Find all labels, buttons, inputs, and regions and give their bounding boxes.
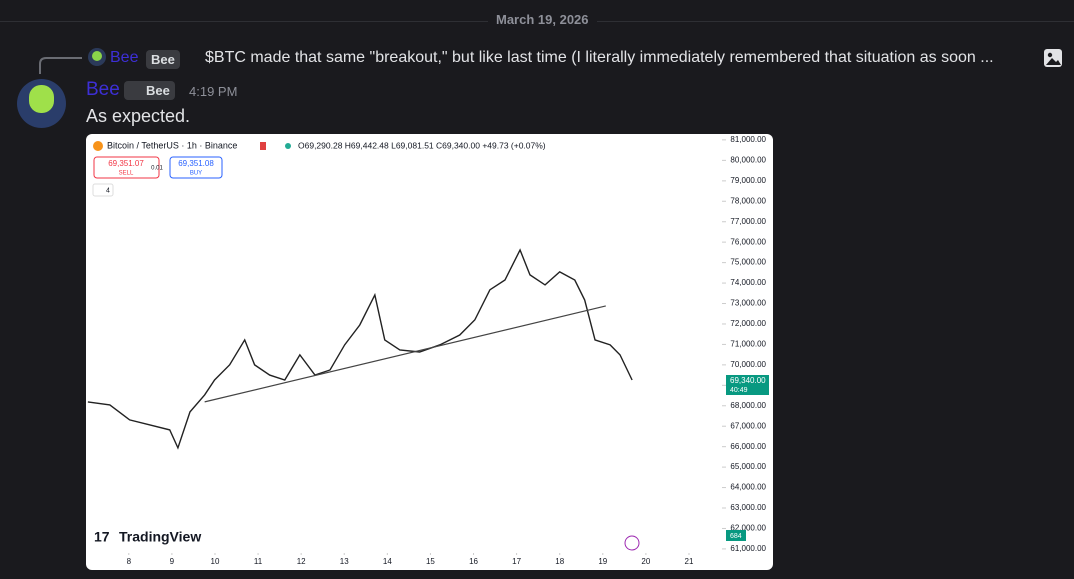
x-tick-label: 19 — [598, 557, 607, 566]
x-tick-label: 10 — [211, 557, 220, 566]
x-tick-label: 12 — [297, 557, 306, 566]
x-tick-label: 17 — [512, 557, 521, 566]
brand: TradingView — [119, 529, 201, 545]
quantity: 0.01 — [151, 166, 163, 172]
date-divider: March 19, 2026 — [488, 12, 597, 27]
x-tick-label: 20 — [641, 557, 650, 566]
y-tick-label: 80,000.00 — [730, 155, 766, 164]
y-tick-label: 71,000.00 — [730, 340, 766, 349]
volume-tag — [726, 530, 746, 541]
x-tick-label: 11 — [254, 557, 263, 566]
y-tick-label: 73,000.00 — [730, 299, 766, 308]
timestamp: 4:19 PM — [189, 84, 238, 99]
chart-image[interactable]: Bitcoin / TetherUS · 1h · Binance O69,29… — [86, 134, 773, 570]
y-tick-label: 67,000.00 — [730, 421, 766, 430]
reply-avatar[interactable] — [88, 48, 106, 66]
chart-title: Bitcoin / TetherUS · 1h · Binance — [107, 140, 237, 150]
x-tick-label: 16 — [469, 557, 478, 566]
buy-label[interactable]: BUY — [190, 171, 202, 177]
x-tick-label: 9 — [170, 557, 175, 566]
author-tag: Bee — [124, 81, 175, 100]
x-tick-label: 14 — [383, 557, 392, 566]
y-tick-label: 76,000.00 — [730, 237, 766, 246]
trendline — [204, 305, 606, 403]
indicator-count[interactable]: 4 — [106, 187, 110, 194]
sell-price[interactable]: 69,351.07 — [108, 159, 144, 168]
y-tick-label: 75,000.00 — [730, 258, 766, 267]
reply-text[interactable]: $BTC made that same "breakout," but like… — [205, 49, 994, 66]
x-tick-label: 18 — [555, 557, 564, 566]
volume-label: 684 — [730, 533, 742, 540]
reply-connector — [39, 57, 82, 74]
y-tick-label: 79,000.00 — [730, 176, 766, 185]
y-tick-label: 64,000.00 — [730, 483, 766, 492]
sell-label[interactable]: SELL — [119, 171, 134, 177]
y-tick-label: 63,000.00 — [730, 503, 766, 512]
last-price: 69,340.00 — [730, 376, 766, 385]
y-tick-label: 66,000.00 — [730, 442, 766, 451]
y-tick-label: 62,000.00 — [730, 524, 766, 533]
author[interactable]: Bee — [86, 79, 120, 100]
x-tick-label: 15 — [426, 557, 435, 566]
y-tick-label: 72,000.00 — [730, 319, 766, 328]
buy-price[interactable]: 69,351.08 — [178, 159, 214, 168]
y-tick-label: 68,000.00 — [730, 401, 766, 410]
avatar[interactable] — [17, 79, 66, 128]
reply-author[interactable]: Bee — [110, 49, 139, 66]
message-text: As expected. — [86, 106, 191, 126]
ohlc: O69,290.28 H69,442.48 L69,081.51 C69,340… — [298, 140, 546, 150]
y-tick-label: 65,000.00 — [730, 462, 766, 471]
y-tick-label: 61,000.00 — [730, 544, 766, 553]
y-tick-label: 74,000.00 — [730, 278, 766, 287]
image-icon[interactable] — [1043, 48, 1063, 68]
reply-tag: Bee — [146, 50, 180, 69]
countdown: 40:49 — [730, 387, 748, 394]
x-tick-label: 21 — [685, 557, 694, 566]
price-line — [87, 248, 633, 450]
x-tick-label: 13 — [340, 557, 349, 566]
x-tick-label: 8 — [127, 557, 132, 566]
y-tick-label: 70,000.00 — [730, 360, 766, 369]
brand-logo: 17 — [94, 529, 110, 545]
y-tick-label: 81,000.00 — [730, 135, 766, 144]
y-tick-label: 77,000.00 — [730, 217, 766, 226]
last-price-tag — [726, 375, 769, 396]
y-tick-label: 78,000.00 — [730, 196, 766, 205]
